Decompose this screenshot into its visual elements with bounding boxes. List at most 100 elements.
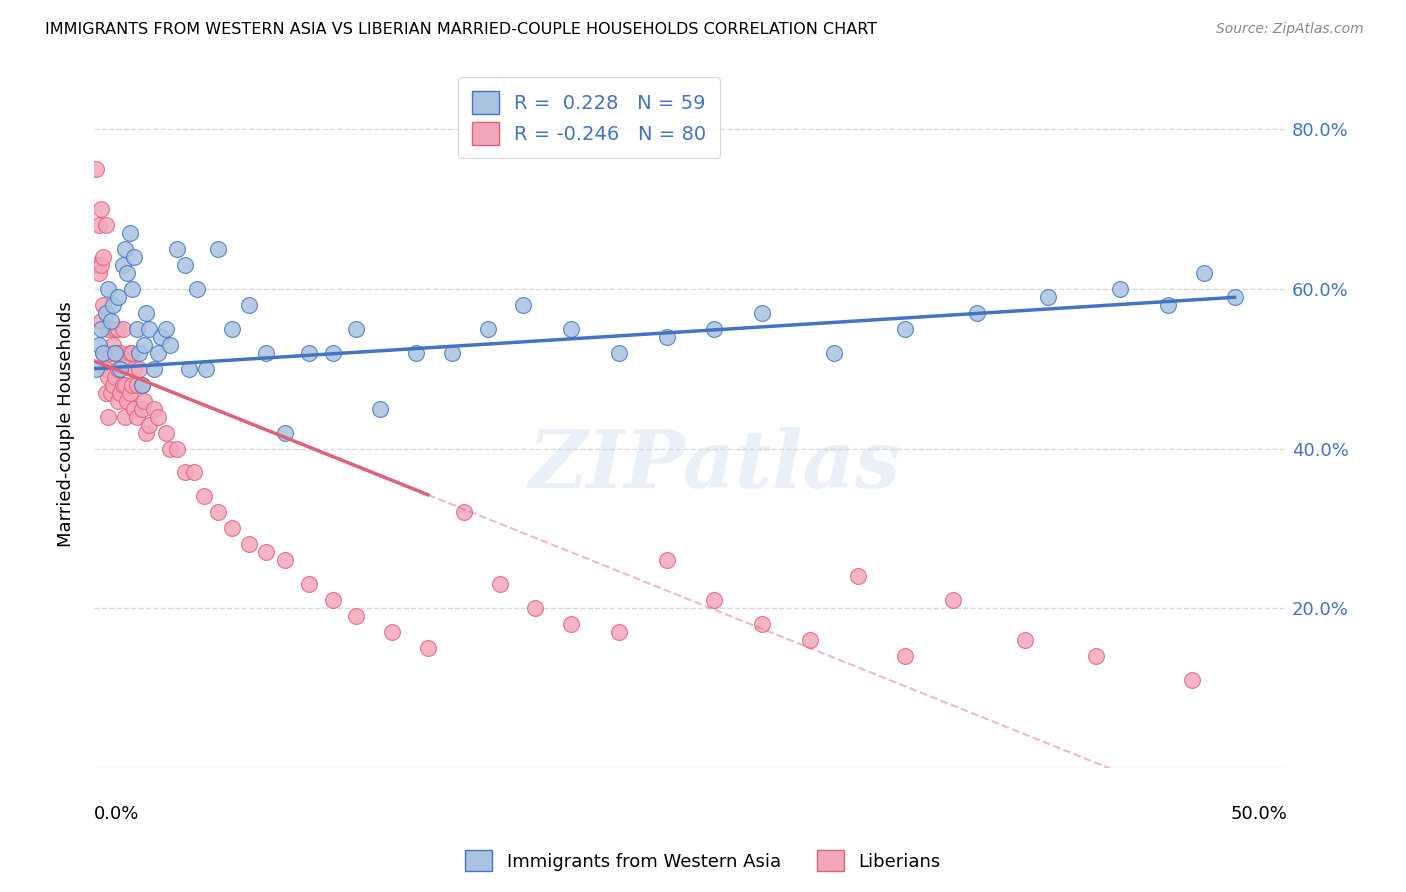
Point [1085,648,1108,663]
Point [1157,298,1180,312]
Point [121,282,143,296]
Point [346,322,368,336]
Point [94,361,117,376]
Point [125,322,148,336]
Point [107,361,129,376]
Text: 0.0%: 0.0% [94,805,139,823]
Point [1192,266,1215,280]
Point [254,345,277,359]
Point [381,625,404,640]
Point [166,242,188,256]
Point [298,577,321,591]
Point [560,322,582,336]
Point [100,314,122,328]
Point [93,345,115,359]
Point [195,361,218,376]
Point [159,442,181,456]
Point [405,345,427,359]
Point [799,633,821,648]
Point [274,425,297,440]
Point [117,266,139,280]
Point [703,322,725,336]
Point [132,338,155,352]
Point [114,409,136,424]
Point [655,330,678,344]
Text: Source: ZipAtlas.com: Source: ZipAtlas.com [1216,22,1364,37]
Point [254,545,277,559]
Legend: Immigrants from Western Asia, Liberians: Immigrants from Western Asia, Liberians [458,843,948,879]
Point [440,345,463,359]
Point [87,266,110,280]
Point [90,322,112,336]
Point [607,625,630,640]
Point [179,361,201,376]
Point [238,537,260,551]
Point [111,322,134,336]
Point [93,298,115,312]
Point [107,322,129,336]
Point [894,322,917,336]
Point [655,553,678,567]
Point [104,369,127,384]
Point [173,466,195,480]
Point [298,345,321,359]
Point [193,489,215,503]
Point [108,361,131,376]
Point [966,306,988,320]
Point [131,401,153,416]
Point [124,361,146,376]
Point [186,282,208,296]
Point [100,345,122,359]
Point [894,648,917,663]
Point [131,377,153,392]
Point [1014,633,1036,648]
Point [183,466,205,480]
Point [114,242,136,256]
Point [90,314,112,328]
Point [703,593,725,607]
Text: IMMIGRANTS FROM WESTERN ASIA VS LIBERIAN MARRIED-COUPLE HOUSEHOLDS CORRELATION C: IMMIGRANTS FROM WESTERN ASIA VS LIBERIAN… [45,22,877,37]
Point [488,577,510,591]
Point [101,377,124,392]
Point [142,361,165,376]
Point [124,401,146,416]
Point [148,409,170,424]
Point [823,345,845,359]
Point [121,345,143,359]
Point [94,385,117,400]
Point [117,353,139,368]
Point [322,345,344,359]
Point [131,377,153,392]
Point [416,640,439,655]
Point [607,345,630,359]
Point [368,401,391,416]
Point [132,393,155,408]
Point [125,409,148,424]
Point [94,306,117,320]
Point [114,377,136,392]
Point [1038,290,1060,304]
Point [346,609,368,624]
Point [125,377,148,392]
Point [512,298,534,312]
Text: ZIPatlas: ZIPatlas [529,427,900,505]
Point [1181,673,1204,687]
Point [751,306,773,320]
Point [128,361,150,376]
Point [100,385,122,400]
Point [138,322,160,336]
Point [155,322,177,336]
Point [135,306,157,320]
Point [124,250,146,264]
Point [111,258,134,272]
Point [97,369,120,384]
Point [108,345,131,359]
Point [142,401,165,416]
Point [117,393,139,408]
Point [173,258,195,272]
Point [166,442,188,456]
Point [155,425,177,440]
Point [90,202,112,216]
Point [86,361,108,376]
Point [87,218,110,232]
